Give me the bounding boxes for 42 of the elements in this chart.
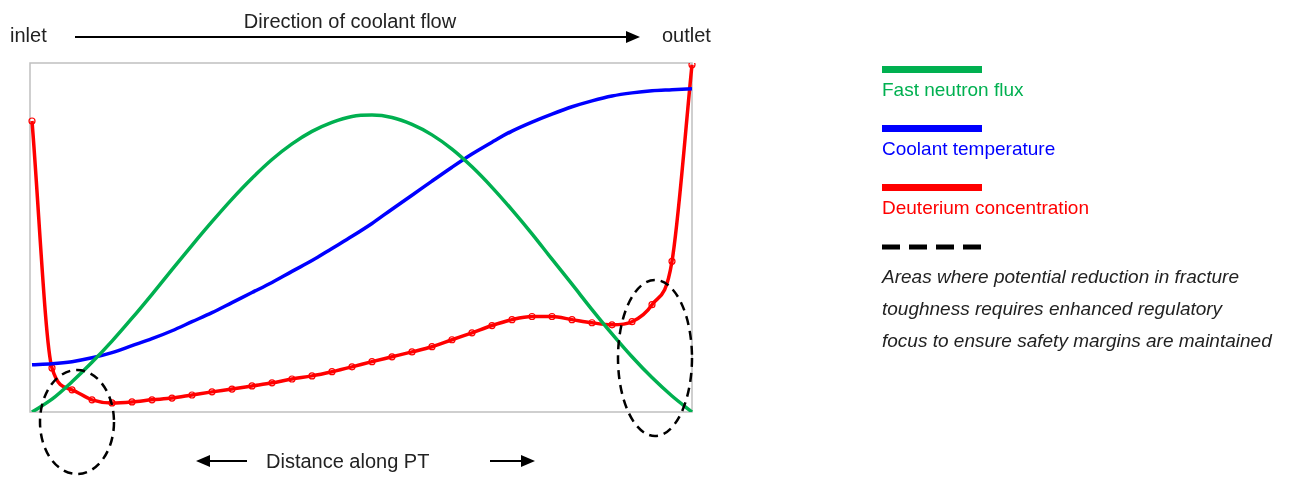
point (28, 117, 36, 125)
point (568, 316, 576, 324)
point (208, 388, 216, 396)
point (528, 312, 536, 321)
point (348, 363, 356, 371)
point (408, 348, 416, 356)
point (448, 336, 456, 344)
point (48, 364, 56, 372)
point (228, 385, 236, 393)
point (108, 399, 116, 407)
point (548, 312, 556, 321)
text: Areas where potential reduction in fracture toughness requires enhanced regulatory focus to ensure safety margins are maintained (882, 265, 1272, 353)
point (248, 382, 256, 390)
point (388, 353, 396, 361)
point (308, 372, 316, 380)
point (148, 396, 156, 404)
point (328, 368, 336, 376)
point (648, 301, 656, 309)
point (588, 319, 596, 327)
text: Coolant temperature (882, 138, 1057, 160)
point (368, 358, 376, 366)
text: Deuterium concentration (882, 197, 1090, 219)
x-axis-title: Distance along PT (266, 450, 430, 473)
chart-title: Direction of coolant flow (243, 10, 457, 32)
point (668, 257, 676, 265)
point (688, 63, 696, 69)
point (288, 375, 296, 383)
point (488, 321, 496, 330)
point (68, 386, 76, 394)
point (128, 398, 136, 406)
point (188, 391, 196, 399)
point (168, 394, 176, 402)
point (428, 343, 436, 351)
point (88, 396, 96, 404)
text: Fast neutron flux (882, 79, 1025, 101)
point (628, 318, 636, 326)
text: inlet (10, 24, 47, 47)
point (508, 316, 516, 324)
text: outlet (662, 24, 711, 47)
point (468, 329, 476, 337)
point (268, 379, 276, 387)
point (608, 321, 616, 329)
